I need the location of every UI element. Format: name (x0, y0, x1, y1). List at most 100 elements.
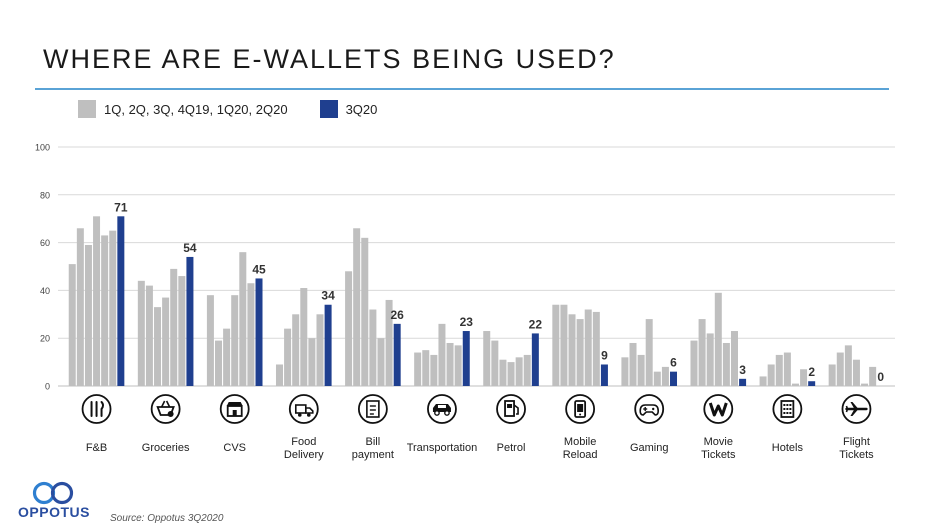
category-label: CVS (223, 442, 246, 454)
legend-swatch-current (319, 100, 338, 118)
bar-history (568, 314, 576, 386)
bar-history (775, 354, 783, 386)
data-label-current: 22 (529, 317, 543, 331)
bar-history (783, 352, 791, 386)
bar-history (637, 354, 645, 386)
bar-history (430, 354, 438, 386)
legend-swatch-history (78, 100, 96, 118)
category-label: Reload (563, 449, 598, 461)
y-tick-label: 20 (40, 334, 50, 344)
bar-history (592, 311, 600, 386)
bill-icon (357, 394, 388, 424)
bar-history (507, 362, 515, 386)
category-label: Tickets (701, 449, 736, 461)
bar-history (385, 299, 393, 386)
bar-current (255, 278, 263, 386)
page-title: WHERE ARE E-WALLETS BEING USED? (43, 44, 616, 74)
bar-history (345, 271, 353, 386)
bar-current (808, 381, 816, 386)
bar-history (316, 314, 324, 386)
data-label-current: 34 (321, 289, 335, 303)
bar-history (239, 252, 247, 386)
brand-name: OPPOTUS (18, 504, 90, 520)
bar-history (483, 331, 491, 386)
bar-history (698, 319, 706, 386)
bar-history (552, 304, 560, 386)
bar-history (300, 288, 308, 386)
bar-history (76, 228, 84, 386)
brand-logo: OPPOTUS (17, 481, 91, 520)
gamepad-icon (634, 394, 665, 424)
bar-history (84, 244, 92, 386)
data-label-current: 54 (183, 241, 197, 255)
category-label: Bill (366, 436, 381, 448)
data-label-current: 9 (601, 348, 608, 362)
bar-history (629, 342, 637, 386)
data-label-current: 3 (739, 363, 746, 377)
bar-history (68, 264, 76, 386)
bar-current (393, 323, 401, 386)
bar-history (446, 342, 454, 386)
legend-label-current: 3Q20 (345, 101, 378, 117)
bar-history (791, 383, 799, 386)
category-label: Petrol (497, 442, 526, 454)
bar-history (861, 383, 869, 386)
source-note: Source: Oppotus 3Q2020 (110, 513, 224, 524)
bar-history (170, 268, 178, 386)
category-label: Transportation (407, 442, 478, 454)
bar-history (223, 328, 231, 386)
bar-history (454, 345, 462, 386)
bar-history (145, 285, 153, 386)
bar-history (515, 357, 523, 386)
bar-current (670, 371, 678, 386)
bar-history (369, 309, 377, 386)
film-reel-icon (703, 394, 734, 424)
bar-history (361, 237, 369, 386)
chart-legend: 1Q, 2Q, 3Q, 4Q19, 1Q20, 2Q20 3Q20 (78, 100, 409, 118)
bar-history (101, 235, 109, 386)
bar-history (247, 283, 255, 386)
brand-rings-icon (32, 481, 74, 505)
fuel-pump-icon (496, 394, 526, 424)
bar-history (491, 340, 499, 386)
store-icon (219, 394, 250, 424)
y-tick-label: 100 (35, 143, 50, 153)
bar-history (422, 350, 430, 386)
car-icon (427, 394, 457, 424)
bar-history (109, 230, 117, 386)
bar-history (852, 359, 860, 386)
bar-history (645, 319, 653, 386)
bar-history (836, 352, 844, 386)
data-label-current: 45 (252, 262, 266, 276)
legend-label-history: 1Q, 2Q, 3Q, 4Q19, 1Q20, 2Q20 (104, 101, 288, 117)
bar-current (462, 331, 470, 386)
bar-history (284, 328, 292, 386)
data-label-current: 6 (670, 356, 677, 370)
bar-history (93, 216, 101, 386)
bar-history (178, 276, 186, 386)
bar-history (215, 340, 223, 386)
category-label: Gaming (630, 442, 669, 454)
bar-history (206, 295, 214, 386)
bar-history (690, 340, 698, 386)
bar-history (231, 295, 239, 386)
bar-current (324, 304, 332, 386)
data-label-current: 0 (877, 370, 884, 384)
cutlery-icon (81, 394, 112, 424)
bar-history (800, 369, 808, 386)
category-label: Delivery (284, 449, 324, 461)
bar-history (661, 366, 669, 386)
category-label: Movie (704, 436, 733, 448)
bar-history (353, 228, 361, 386)
bar-history (377, 338, 385, 386)
bar-history (499, 359, 507, 386)
y-tick-label: 60 (40, 238, 50, 248)
category-label: Hotels (772, 442, 804, 454)
bar-history (584, 309, 592, 386)
bar-history (414, 352, 422, 386)
bar-current (531, 333, 539, 386)
bar-history (560, 304, 568, 386)
mobile-phone-icon (565, 394, 596, 424)
legend-item-current: 3Q20 (319, 100, 378, 118)
